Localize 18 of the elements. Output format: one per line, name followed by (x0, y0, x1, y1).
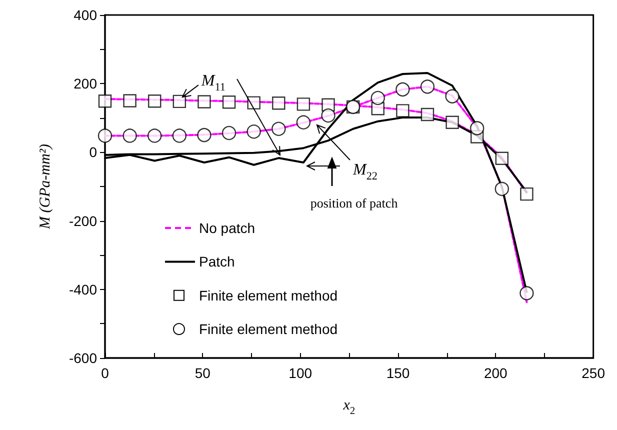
x-tick-label: 200 (484, 365, 508, 381)
y-tick-label: -600 (68, 350, 98, 366)
y-tick-label: -200 (68, 212, 98, 229)
x-tick-label: 150 (386, 365, 410, 381)
y-tick-label: 400 (74, 7, 98, 23)
legend-label: Finite element method (199, 287, 338, 304)
x-tick-label: 100 (288, 365, 312, 381)
x-tick-label: 50 (194, 365, 211, 381)
x-tick-label: 250 (582, 365, 606, 381)
y-tick-label: 0 (89, 144, 98, 160)
y-tick-label: -400 (68, 281, 98, 298)
legend-label: No patch (199, 220, 256, 236)
legend-label: Patch (199, 254, 235, 270)
annotation: position of patch (310, 196, 398, 210)
legend-label: Finite element method (199, 321, 338, 338)
y-tick-label: 200 (74, 76, 98, 92)
y-axis-title: M (GPa-mm²) (38, 144, 54, 230)
x-tick-label: 0 (101, 365, 110, 381)
